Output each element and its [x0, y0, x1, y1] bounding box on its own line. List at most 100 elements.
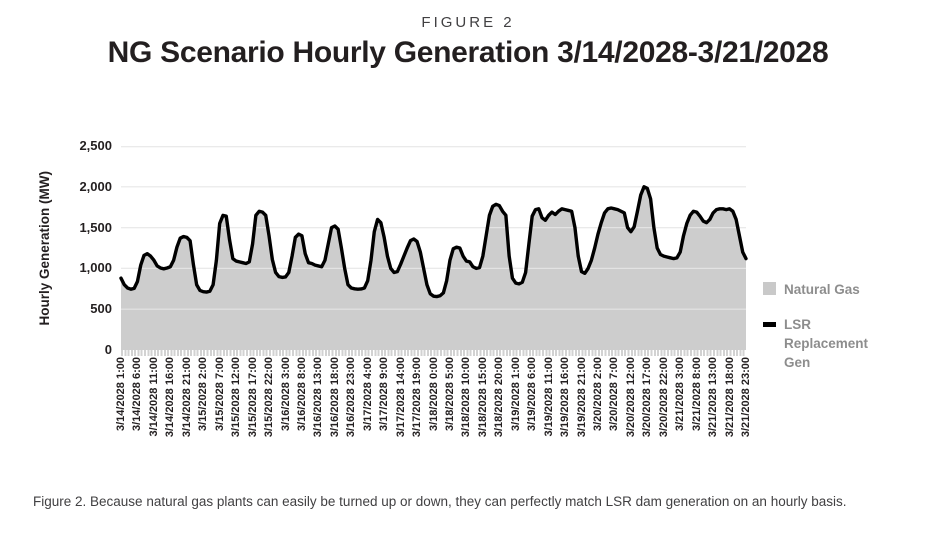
x-tick-label-text: 3/21/2028 18:00	[723, 357, 736, 438]
x-tick-label-text: 3/21/2028 13:00	[707, 357, 720, 438]
y-tick-label: 2,000	[79, 178, 112, 194]
x-tick-label: 3/14/2028 6:00	[130, 357, 144, 436]
y-tick-label: 1,500	[79, 219, 112, 235]
x-tick-label-text: 3/20/2028 2:00	[592, 357, 604, 432]
x-tick-label: 3/21/2028 18:00	[723, 357, 737, 442]
x-tick-label: 3/20/2028 17:00	[640, 357, 654, 442]
x-tick-label-text: 3/17/2028 9:00	[378, 357, 391, 432]
legend-item-lsr-replacement-gen: LSR Replacement Gen	[763, 315, 928, 372]
x-axis-minor-ticks	[121, 350, 746, 356]
x-tick-label: 3/20/2028 22:00	[657, 357, 671, 442]
x-tick-label: 3/20/2028 7:00	[607, 357, 621, 436]
generation-chart-svg	[119, 146, 748, 350]
x-tick-label-text: 3/19/2028 6:00	[526, 357, 539, 432]
x-tick-label: 3/18/2028 15:00	[476, 357, 490, 442]
x-tick-label-text: 3/17/2028 19:00	[411, 357, 424, 438]
x-tick-label: 3/21/2028 8:00	[690, 357, 704, 436]
x-tick-label: 3/14/2028 11:00	[147, 357, 161, 442]
x-tick-label-text: 3/21/2028 8:00	[690, 357, 703, 432]
x-tick-label: 3/16/2028 23:00	[344, 357, 358, 442]
lsr-replacement-gen-line	[119, 185, 748, 299]
x-tick-label-text: 3/15/2028 22:00	[263, 357, 275, 438]
x-tick-label: 3/19/2028 16:00	[558, 357, 572, 442]
lsr-replacement-gen-line-swatch	[763, 322, 776, 327]
x-tick-label: 3/14/2028 1:00	[114, 357, 128, 436]
x-tick-label: 3/19/2028 21:00	[575, 357, 589, 442]
x-tick-label: 3/16/2028 3:00	[279, 357, 293, 436]
legend-label-natural-gas: Natural Gas	[784, 282, 860, 297]
x-tick-label-text: 3/19/2028 1:00	[509, 357, 522, 432]
y-tick-label: 2,500	[79, 138, 112, 153]
x-tick-label-text: 3/19/2028 16:00	[559, 357, 572, 438]
x-tick-label-text: 3/19/2028 21:00	[575, 357, 588, 438]
x-tick-label: 3/21/2028 23:00	[739, 357, 753, 442]
x-tick-label: 3/19/2028 11:00	[542, 357, 556, 442]
x-tick-label: 3/21/2028 3:00	[673, 357, 687, 436]
x-tick-label-text: 3/14/2028 11:00	[147, 357, 160, 437]
x-tick-label: 3/17/2028 9:00	[377, 357, 391, 436]
x-tick-label: 3/19/2028 1:00	[509, 357, 523, 436]
x-tick-label-text: 3/20/2028 22:00	[657, 357, 670, 438]
x-tick-label-text: 3/20/2028 7:00	[608, 357, 621, 432]
x-tick-label: 3/15/2028 2:00	[196, 357, 210, 436]
x-tick-label-text: 3/16/2028 13:00	[312, 357, 325, 438]
x-tick-label: 3/15/2028 12:00	[229, 357, 243, 442]
x-tick-label: 3/17/2028 14:00	[394, 357, 408, 442]
x-tick-label: 3/20/2028 12:00	[624, 357, 638, 442]
x-tick-label: 3/15/2028 22:00	[262, 357, 276, 442]
x-axis-tick-labels: 3/14/2028 1:00 3/14/2028 6:00 3/14/2028 11…	[115, 357, 752, 479]
page-title: NG Scenario Hourly Generation 3/14/2028-…	[107, 36, 829, 69]
natural-gas-area	[121, 186, 746, 350]
x-tick-label: 3/17/2028 4:00	[361, 357, 375, 436]
x-tick-label-text: 3/15/2028 2:00	[197, 357, 210, 432]
x-tick-label: 3/15/2028 7:00	[213, 357, 227, 436]
x-tick-label: 3/18/2028 0:00	[427, 357, 441, 436]
plot-area	[119, 146, 748, 350]
x-tick-label: 3/17/2028 19:00	[410, 357, 424, 442]
x-tick-label: 3/16/2028 18:00	[328, 357, 342, 442]
y-tick-label: 0	[104, 342, 112, 357]
figure-caption: Figure 2. Because natural gas plants can…	[33, 494, 847, 509]
legend-item-natural-gas: Natural Gas	[763, 280, 928, 299]
x-tick-label-text: 3/14/2028 1:00	[115, 357, 127, 432]
x-tick-label: 3/18/2028 10:00	[459, 357, 473, 442]
x-tick-label-text: 3/16/2028 8:00	[295, 357, 308, 432]
x-tick-label-text: 3/17/2028 14:00	[394, 357, 407, 438]
x-tick-label-text: 3/15/2028 12:00	[230, 357, 243, 438]
x-tick-label-text: 3/21/2028 23:00	[740, 357, 752, 438]
x-tick-label-text: 3/14/2028 21:00	[180, 357, 193, 438]
x-tick-label-text: 3/18/2028 5:00	[443, 357, 456, 432]
x-tick-label: 3/18/2028 20:00	[492, 357, 506, 442]
x-tick-label-text: 3/15/2028 17:00	[246, 357, 259, 438]
x-tick-label-text: 3/14/2028 6:00	[131, 357, 144, 432]
x-tick-label-text: 3/16/2028 23:00	[345, 357, 358, 438]
natural-gas-area-swatch	[763, 282, 776, 295]
x-tick-label-text: 3/18/2028 20:00	[493, 357, 506, 438]
x-tick-label-text: 3/14/2028 16:00	[164, 357, 177, 438]
x-tick-label: 3/19/2028 6:00	[525, 357, 539, 436]
legend-label-lsr-replacement-gen: LSR Replacement Gen	[784, 317, 869, 370]
x-tick-label: 3/15/2028 17:00	[246, 357, 260, 442]
x-tick-label: 3/14/2028 21:00	[180, 357, 194, 442]
x-tick-label-text: 3/18/2028 10:00	[460, 357, 473, 438]
x-tick-label-text: 3/16/2028 18:00	[328, 357, 341, 438]
x-tick-label: 3/18/2028 5:00	[443, 357, 457, 436]
x-tick-label-text: 3/17/2028 4:00	[361, 357, 374, 432]
x-tick-label-text: 3/18/2028 0:00	[427, 357, 440, 432]
x-tick-label-text: 3/15/2028 7:00	[213, 357, 226, 432]
x-tick-label-text: 3/16/2028 3:00	[279, 357, 292, 432]
x-tick-label: 3/20/2028 2:00	[591, 357, 605, 436]
x-tick-label: 3/21/2028 13:00	[706, 357, 720, 442]
figure-label: FIGURE 2	[421, 14, 515, 31]
y-axis-tick-labels: 0 500 1,000 1,500 2,000 2,500	[38, 138, 112, 357]
x-tick-label-text: 3/20/2028 17:00	[641, 357, 654, 438]
x-tick-label: 3/16/2028 8:00	[295, 357, 309, 436]
x-tick-label-text: 3/19/2028 11:00	[542, 357, 555, 437]
y-tick-label: 1,000	[79, 260, 112, 276]
x-tick-label-text: 3/18/2028 15:00	[476, 357, 489, 438]
x-tick-label: 3/14/2028 16:00	[163, 357, 177, 442]
x-tick-label-text: 3/21/2028 3:00	[674, 357, 687, 432]
chart-legend: Natural Gas LSR Replacement Gen	[763, 280, 928, 388]
y-tick-label: 500	[90, 301, 112, 317]
